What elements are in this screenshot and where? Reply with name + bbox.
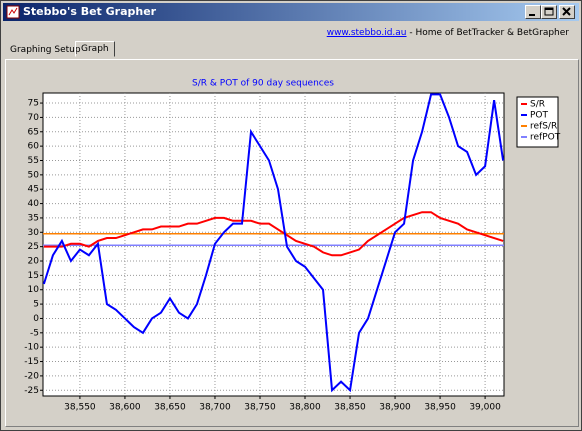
website-link[interactable]: www.stebbo.id.au xyxy=(326,28,407,38)
y-tick-label: 70 xyxy=(28,113,40,123)
tab-active[interactable]: Graph xyxy=(75,41,115,57)
x-tick-label: 38,850 xyxy=(334,403,366,413)
series-line xyxy=(43,211,504,257)
legend-label: refS/R xyxy=(530,122,557,132)
series-line xyxy=(42,93,505,393)
y-tick-label: 60 xyxy=(28,142,40,152)
legend-label: refPOT xyxy=(530,133,561,143)
y-tick-label: 35 xyxy=(28,213,39,223)
window-title: Stebbo's Bet Grapher xyxy=(23,5,157,18)
x-tick-label: 38,650 xyxy=(154,403,186,413)
y-tick-label: 25 xyxy=(28,242,39,252)
y-tick-label: 15 xyxy=(28,271,39,281)
maximize-button[interactable] xyxy=(541,5,557,19)
y-tick-label: 30 xyxy=(28,228,40,238)
chart-title: S/R & POT of 90 day sequences xyxy=(192,79,334,89)
legend-label: POT xyxy=(530,111,549,121)
legend-box xyxy=(516,96,559,148)
app-icon xyxy=(6,5,20,19)
x-tick-label: 39,000 xyxy=(469,403,501,413)
y-tick-label: -15 xyxy=(24,357,39,367)
x-tick-label: 38,950 xyxy=(424,403,456,413)
y-tick-label: 0 xyxy=(33,314,39,324)
minimize-button[interactable] xyxy=(525,5,541,19)
y-tick-label: -5 xyxy=(30,328,39,338)
tab-panel xyxy=(5,59,579,427)
y-tick-label: 20 xyxy=(28,257,40,267)
y-tick-label: 45 xyxy=(28,185,39,195)
header-link-row: www.stebbo.id.au - Home of BetTracker & … xyxy=(327,28,569,38)
legend-label: S/R xyxy=(530,100,545,110)
x-tick-label: 38,750 xyxy=(244,403,276,413)
title-bar: Stebbo's Bet Grapher xyxy=(3,3,579,21)
y-tick-label: 75 xyxy=(28,99,39,109)
link-suffix: - Home of BetTracker & BetGrapher xyxy=(406,28,569,38)
y-tick-label: 10 xyxy=(28,285,40,295)
y-tick-label: 50 xyxy=(28,170,40,180)
close-button[interactable] xyxy=(559,5,575,19)
y-tick-label: -10 xyxy=(24,343,39,353)
y-tick-label: 65 xyxy=(28,127,39,137)
x-tick-label: 38,700 xyxy=(199,403,231,413)
y-tick-label: 5 xyxy=(33,300,39,310)
y-tick-label: -20 xyxy=(24,371,39,381)
x-tick-label: 38,800 xyxy=(289,403,321,413)
y-tick-label: 40 xyxy=(28,199,40,209)
y-tick-label: 55 xyxy=(28,156,39,166)
tab[interactable]: Graphing Setup xyxy=(10,45,81,55)
x-tick-label: 38,900 xyxy=(379,403,411,413)
y-tick-label: -25 xyxy=(24,386,39,396)
x-tick-label: 38,550 xyxy=(64,403,96,413)
x-tick-label: 38,600 xyxy=(109,403,141,413)
